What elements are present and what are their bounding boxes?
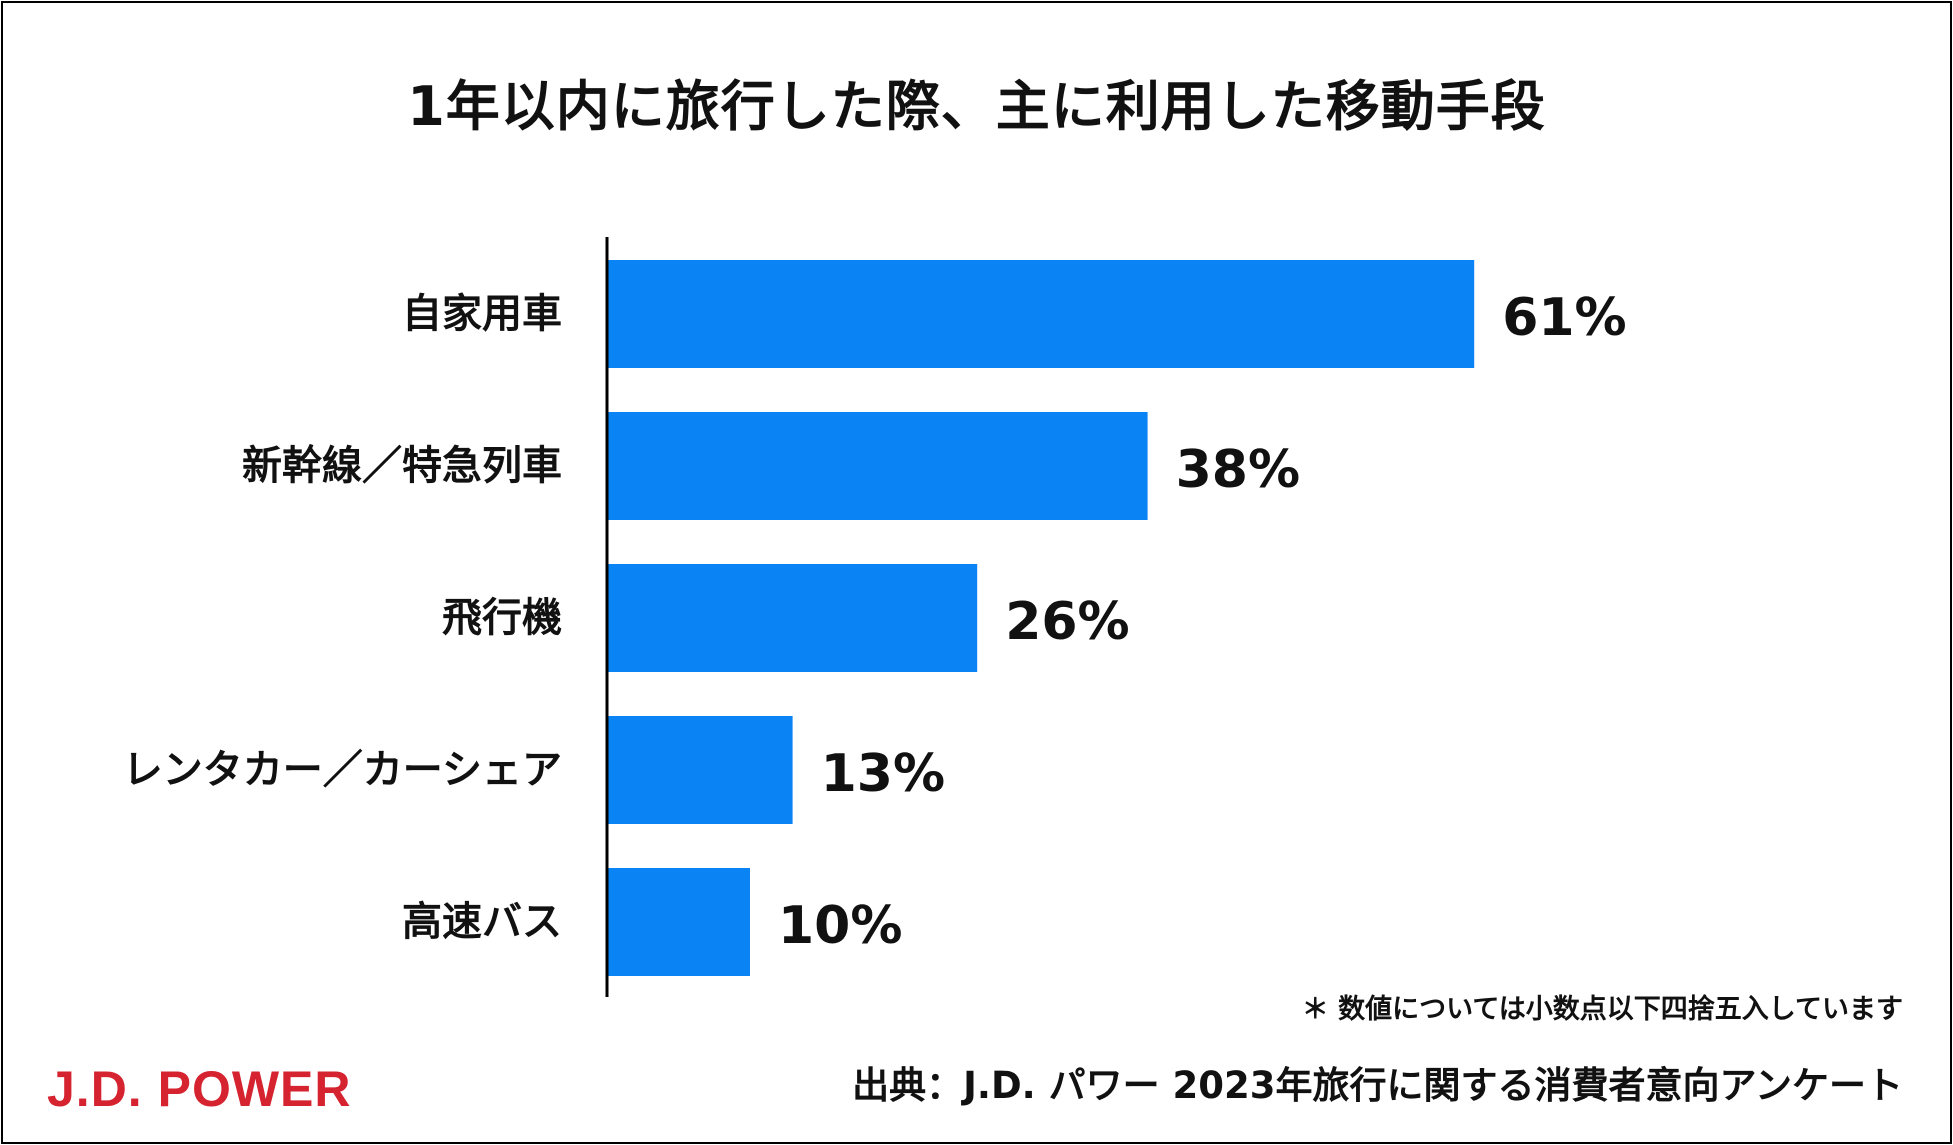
value-label-1: 61% <box>1502 288 1626 348</box>
jd-power-logo: J.D. POWER <box>47 1061 352 1117</box>
rounding-footnote: ＊ 数値については小数点以下四捨五入しています <box>1301 994 1903 1025</box>
bars-group <box>608 260 1475 976</box>
source-note: 出典：J.D. パワー 2023年旅行に関する消費者意向アンケート <box>852 1064 1903 1107</box>
category-label-2: 新幹線／特急列車 <box>242 443 562 489</box>
value-label-4: 13% <box>821 744 945 804</box>
value-label-3: 26% <box>1005 592 1129 652</box>
category-label-5: 高速バス <box>402 899 562 945</box>
value-label-2: 38% <box>1176 440 1300 500</box>
bar-3 <box>608 564 978 672</box>
category-label-4: レンタカー／カーシェア <box>123 747 562 793</box>
bar-1 <box>608 260 1475 368</box>
value-label-5: 10% <box>778 896 902 956</box>
chart-title: 1年以内に旅行した際、主に利用した移動手段 <box>407 75 1546 138</box>
category-label-3: 飛行機 <box>442 595 562 641</box>
bar-5 <box>608 868 750 976</box>
category-label-1: 自家用車 <box>402 291 562 337</box>
bar-4 <box>608 716 793 824</box>
value-labels-group: 61% 38% 26% 13% 10% <box>778 288 1627 956</box>
bar-2 <box>608 412 1148 520</box>
